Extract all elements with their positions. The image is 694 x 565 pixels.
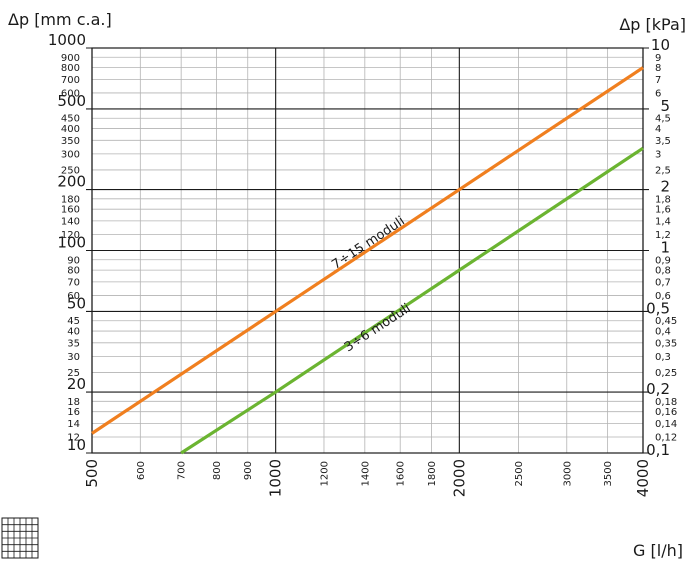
y-left-tick-label-major: 1000 <box>48 31 86 49</box>
y-right-tick-label-minor: 0,12 <box>655 432 677 443</box>
x-tick-label-minor: 900 <box>243 461 254 480</box>
x-tick-label-minor: 1200 <box>319 461 330 486</box>
y-right-tick-label-minor: 6 <box>655 88 661 99</box>
series-lines: 7÷15 moduli 3÷6 moduli <box>91 66 644 455</box>
y-right-tick-label-minor: 1,8 <box>655 194 671 205</box>
grid <box>86 47 649 454</box>
y-left-tick-label-major: 200 <box>57 173 86 191</box>
x-tick-label-minor: 600 <box>136 461 147 480</box>
y-right-tick-label-major: 10 <box>651 36 670 54</box>
y-right-tick-label-minor: 0,14 <box>655 419 677 430</box>
x-tick-label-major: 4000 <box>634 459 652 497</box>
y-left-tick-label-major: 100 <box>57 234 86 252</box>
y-left-tick-label-minor: 450 <box>61 114 80 125</box>
y-axis-label-right: Δp [kPa] <box>619 15 686 34</box>
series-line <box>180 146 644 455</box>
y-right-tick-label-minor: 0,45 <box>655 316 677 327</box>
y-left-tick-label-minor: 12 <box>67 432 80 443</box>
y-left-tick-label-minor: 70 <box>67 277 80 288</box>
y-right-tick-label-minor: 1,4 <box>655 216 671 227</box>
y-left-tick-label-minor: 400 <box>61 124 80 135</box>
y-right-tick-label-minor: 8 <box>655 63 661 74</box>
y-left-tick-label-minor: 180 <box>61 194 80 205</box>
x-tick-label-major: 1000 <box>267 459 285 497</box>
y-right-tick-label-minor: 3,5 <box>655 136 671 147</box>
x-tick-label-minor: 1600 <box>396 461 407 486</box>
y-right-tick-label-minor: 7 <box>655 75 661 86</box>
y-right-tick-label-minor: 0,18 <box>655 397 677 408</box>
series-label: 7÷15 moduli <box>329 214 407 273</box>
y-left-tick-label-minor: 350 <box>61 136 80 147</box>
y-left-tick-label-major: 50 <box>67 294 86 312</box>
y-left-tick-label-minor: 700 <box>61 75 80 86</box>
y-left-tick-label-minor: 600 <box>61 88 80 99</box>
y-left-tick-label-minor: 120 <box>61 230 80 241</box>
x-tick-label-minor: 3500 <box>603 461 614 486</box>
x-axis-label: G [l/h] <box>633 541 683 560</box>
y-left-tick-label-minor: 90 <box>67 255 80 266</box>
series-line <box>91 66 644 435</box>
y-right-tick-label-minor: 0,16 <box>655 407 677 418</box>
y-left-tick-label-minor: 25 <box>67 368 80 379</box>
y-right-tick-label-minor: 4 <box>655 124 661 135</box>
y-left-tick-label-minor: 900 <box>61 53 80 64</box>
y-right-tick-label-minor: 1,2 <box>655 230 671 241</box>
y-left-tick-label-minor: 18 <box>67 397 80 408</box>
y-left-tick-label-minor: 80 <box>67 266 80 277</box>
y-left-tick-label-minor: 16 <box>67 407 80 418</box>
y-right-tick-label-minor: 2,5 <box>655 165 671 176</box>
y-left-tick-label-minor: 30 <box>67 352 80 363</box>
y-right-tick-label-major: 2 <box>660 178 670 196</box>
y-left-tick-label-major: 10 <box>67 436 86 454</box>
y-right-tick-label-minor: 0,9 <box>655 255 671 266</box>
y-left-tick-label-major: 20 <box>67 375 86 393</box>
y-right-tick-label-major: 0,2 <box>646 380 670 398</box>
y-right-tick-label-minor: 3 <box>655 149 661 160</box>
y-left-tick-label-major: 500 <box>57 92 86 110</box>
x-tick-label-major: 2000 <box>450 459 468 497</box>
x-tick-label-minor: 1800 <box>427 461 438 486</box>
y-left-tick-label-minor: 250 <box>61 165 80 176</box>
y-right-tick-label-major: 0,1 <box>646 441 670 459</box>
y-right-tick-label-major: 0,5 <box>646 299 670 317</box>
x-tick-label-minor: 3000 <box>562 461 573 486</box>
x-tick-label-minor: 1400 <box>360 461 371 486</box>
y-left-tick-label-minor: 140 <box>61 216 80 227</box>
y-right-tick-label-minor: 0,25 <box>655 368 677 379</box>
tick-labels: 1020501002005001000121416182530354045607… <box>48 31 677 497</box>
y-right-tick-label-minor: 0,35 <box>655 338 677 349</box>
y-left-tick-label-minor: 60 <box>67 291 80 302</box>
x-tick-label-major: 500 <box>83 459 101 488</box>
x-tick-label-minor: 800 <box>212 461 223 480</box>
x-tick-label-minor: 2500 <box>514 461 525 486</box>
y-right-tick-label-minor: 0,4 <box>655 327 671 338</box>
plot-frame <box>91 47 644 454</box>
y-right-tick-label-major: 1 <box>660 239 670 257</box>
y-axis-label-left: Δp [mm c.a.] <box>8 10 112 29</box>
y-right-tick-label-minor: 4,5 <box>655 114 671 125</box>
y-right-tick-label-minor: 0,3 <box>655 352 671 363</box>
grid-table-icon <box>1 517 39 559</box>
x-tick-label-minor: 700 <box>177 461 188 480</box>
y-right-tick-label-minor: 0,8 <box>655 266 671 277</box>
y-right-tick-label-major: 5 <box>660 97 670 115</box>
y-right-tick-label-minor: 0,6 <box>655 291 671 302</box>
y-right-tick-label-minor: 9 <box>655 53 661 64</box>
y-left-tick-label-minor: 35 <box>67 338 80 349</box>
y-left-tick-label-minor: 14 <box>67 419 80 430</box>
series-label: 3÷6 moduli <box>342 301 414 355</box>
y-left-tick-label-minor: 800 <box>61 63 80 74</box>
y-right-tick-label-minor: 1,6 <box>655 205 671 216</box>
y-left-tick-label-minor: 160 <box>61 205 80 216</box>
y-left-tick-label-minor: 45 <box>67 316 80 327</box>
y-left-tick-label-minor: 40 <box>67 327 80 338</box>
y-right-tick-label-minor: 0,7 <box>655 277 671 288</box>
y-left-tick-label-minor: 300 <box>61 149 80 160</box>
